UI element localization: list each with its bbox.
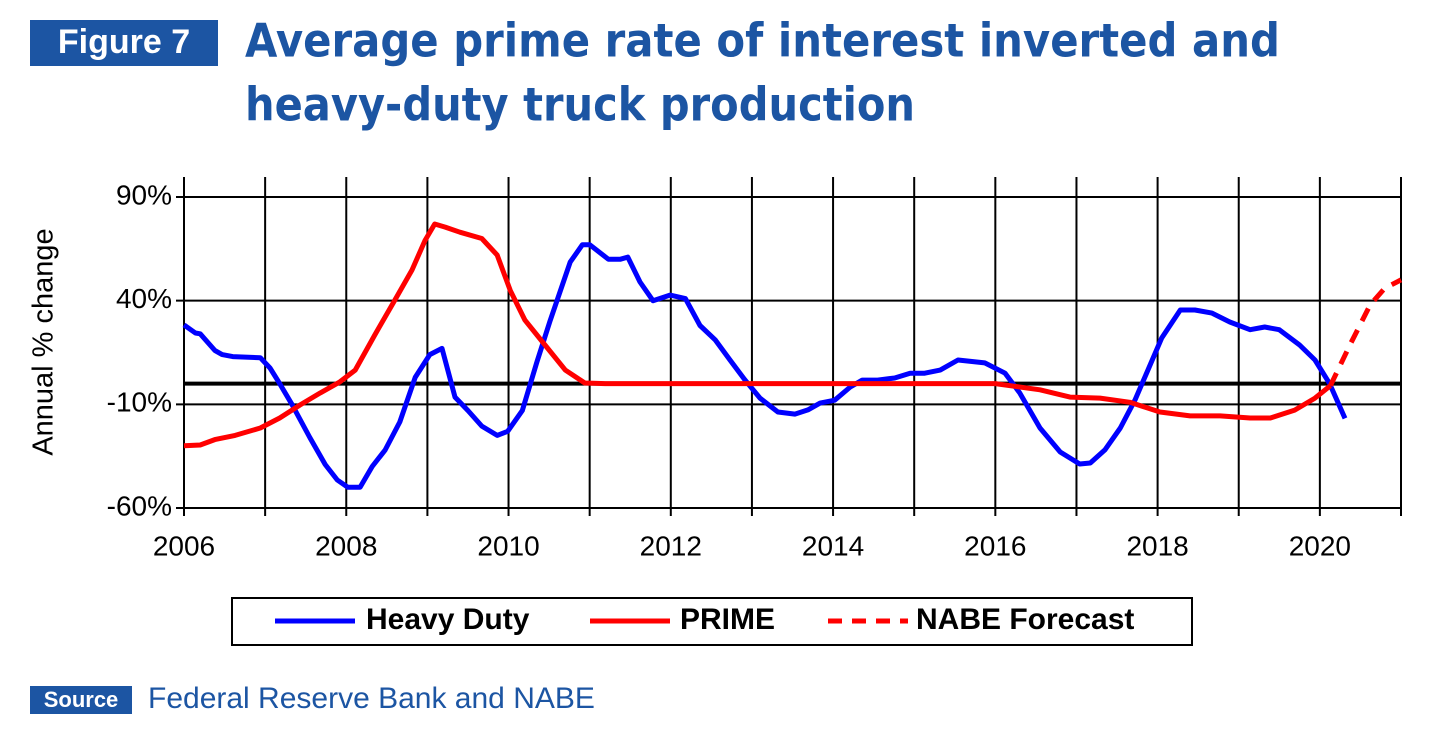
x-tick-label: 2006: [153, 530, 215, 561]
series-line: [183, 221, 1332, 449]
x-tick-label: 2014: [802, 530, 864, 561]
x-tick-label: 2012: [640, 530, 702, 561]
y-tick-label: -60%: [107, 490, 172, 521]
y-axis-label: Annual % change: [28, 228, 60, 455]
x-tick-label: 2020: [1289, 530, 1351, 561]
x-tick-label: 2010: [477, 530, 539, 561]
figure-label: Figure 7: [58, 23, 190, 61]
figure-badge: [30, 20, 218, 66]
source-label: Source: [44, 687, 119, 712]
legend-box: [231, 597, 1193, 646]
chart-title: Average prime rate of interest inverted …: [245, 14, 1280, 68]
x-tick-label: 2008: [315, 530, 377, 561]
y-tick-label: -10%: [107, 387, 172, 418]
legend-label: NABE Forecast: [916, 603, 1134, 636]
legend-label: PRIME: [680, 603, 775, 636]
legend-label: Heavy Duty: [366, 603, 530, 636]
y-tick-label: 40%: [116, 283, 172, 314]
series-line: [1328, 277, 1403, 387]
source-badge: [30, 686, 132, 714]
source-text: Federal Reserve Bank and NABE: [148, 682, 595, 715]
x-tick-label: 2016: [964, 530, 1026, 561]
y-tick-label: 90%: [116, 179, 172, 210]
x-tick-label: 2018: [1126, 530, 1188, 561]
plot: -60% -10% 40% 90% 2006 2008 2010 2012 2014 2016 20…: [107, 177, 1403, 636]
chart-title: heavy-duty truck production: [245, 78, 915, 132]
